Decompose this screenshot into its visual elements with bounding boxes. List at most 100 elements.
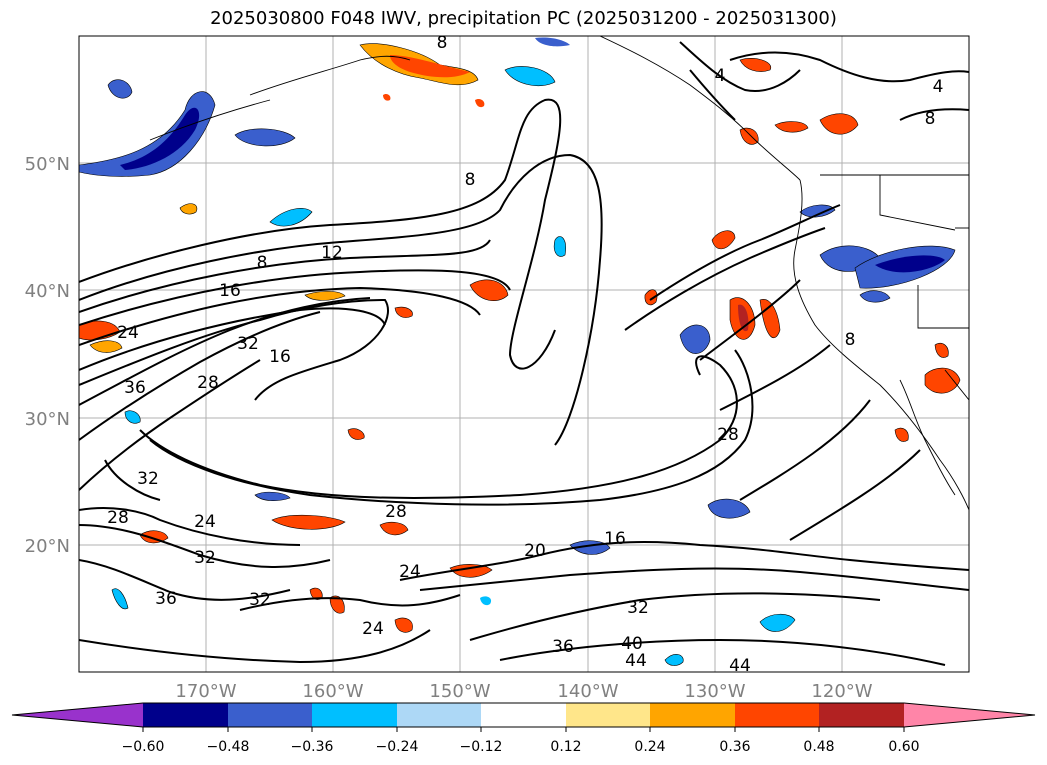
contour-label: 32 [237, 334, 259, 354]
precip-patch-pos [390, 55, 470, 78]
contour-label: 20 [524, 541, 546, 561]
precip-patch-neg [799, 204, 836, 218]
precip-patch-pos [739, 58, 772, 72]
contour-label: 12 [321, 243, 343, 263]
colorbar-segment [566, 703, 650, 727]
precip-patch-pos [89, 340, 123, 353]
contour-label: 44 [625, 651, 647, 671]
precip-patch-pos [394, 617, 413, 633]
colorbar-ticks [142, 727, 905, 732]
colorbar-tick-label: −0.36 [291, 739, 334, 755]
precip-patch-neg [79, 91, 216, 177]
colorbar-tick-label: −0.48 [207, 739, 250, 755]
precip-patch-pos [924, 367, 961, 394]
lat-label: 30°N [25, 409, 70, 430]
contour-label: 16 [604, 529, 626, 549]
contour-label: 4 [933, 77, 944, 97]
contour-label: 24 [194, 512, 216, 532]
contour-label: 36 [155, 589, 177, 609]
colorbar-tick-label: −0.60 [122, 739, 165, 755]
precip-patch-pos [819, 113, 859, 135]
contour-label: 36 [552, 637, 574, 657]
precip-patch-pos [934, 342, 949, 358]
precip-patch-pos [759, 299, 781, 339]
colorbar-extend-low [12, 703, 143, 727]
precip-patch-pos [383, 93, 391, 101]
contour-label: 32 [194, 548, 216, 568]
contour-label: 24 [117, 323, 139, 343]
precip-patch-pos [739, 127, 759, 145]
precip-patch-pos [894, 427, 909, 442]
lon-label: 120°W [811, 681, 872, 702]
colorbar-segment [143, 703, 228, 727]
precip-patch-neg [679, 324, 711, 354]
precip-patch-neg [875, 255, 945, 273]
iwv-contour-labels: 8 4 4 8 8 12 8 16 24 32 16 36 28 32 28 2… [107, 33, 943, 676]
colorbar-segment [735, 703, 819, 727]
lat-label: 50°N [25, 154, 70, 175]
contour-label: 8 [465, 170, 476, 190]
lat-label: 20°N [25, 536, 70, 557]
precip-patch-pos [271, 514, 346, 530]
precip-patch-pos [329, 595, 345, 614]
lat-label: 40°N [25, 281, 70, 302]
lon-label: 160°W [302, 681, 363, 702]
lon-label: 140°W [557, 681, 618, 702]
contour-label: 40 [621, 634, 643, 654]
plot-frame [78, 35, 970, 673]
lon-label: 130°W [684, 681, 745, 702]
precip-patch-neg [124, 410, 141, 424]
precip-patch-pos [347, 428, 365, 440]
precip-patch-neg [535, 37, 570, 47]
colorbar-tick-label: −0.12 [460, 739, 503, 755]
contour-label: 32 [249, 590, 271, 610]
precip-patch-pos [644, 289, 658, 306]
precip-patch-pos [475, 98, 485, 108]
colorbar-segment [397, 703, 481, 727]
precip-patch-neg [759, 613, 796, 632]
precip-patch-neg [504, 66, 556, 86]
colorbar-tick-label: 0.12 [550, 739, 581, 755]
contour-label: 44 [729, 656, 751, 676]
contour-label: 24 [399, 562, 421, 582]
map-title: 2025030800 F048 IWV, precipitation PC (2… [210, 8, 837, 29]
colorbar-segment [312, 703, 397, 727]
contour-label: 32 [137, 469, 159, 489]
precip-patch-neg [269, 208, 313, 227]
latitude-labels: 50°N 40°N 30°N 20°N [25, 154, 70, 557]
iwv-contours [79, 41, 969, 666]
colorbar-tick-label: 0.48 [803, 739, 834, 755]
contour-label: 8 [257, 253, 268, 273]
precip-patch-pos [774, 121, 809, 133]
plot-area [79, 36, 969, 672]
contour-label: 32 [627, 598, 649, 618]
contour-label: 28 [717, 425, 739, 445]
coastlines [149, 36, 969, 511]
lon-label: 170°W [175, 681, 236, 702]
colorbar-segment [481, 703, 566, 727]
contour-label: 8 [845, 330, 856, 350]
colorbar-segment [819, 703, 904, 727]
colorbar-segment [228, 703, 312, 727]
colorbar-tick-label: 0.60 [888, 739, 919, 755]
contour-label: 16 [219, 281, 241, 301]
precip-patch-neg [111, 588, 129, 610]
contour-label: 28 [385, 502, 407, 522]
precip-patch-neg [234, 128, 296, 147]
colorbar-tick-label: 0.24 [634, 739, 665, 755]
colorbar: −0.60 −0.48 −0.36 −0.24 −0.12 0.12 0.24 … [11, 702, 1036, 755]
contour-label: 24 [362, 619, 384, 639]
precip-patch-pos [711, 230, 736, 250]
contour-label: 28 [197, 373, 219, 393]
precip-patch-neg [480, 596, 492, 606]
precip-patch-pos [139, 530, 169, 544]
lon-label: 150°W [429, 681, 490, 702]
precip-patch-pos [179, 203, 198, 215]
colorbar-segment [650, 703, 735, 727]
precip-patch-neg [707, 498, 751, 519]
contour-label: 28 [107, 508, 129, 528]
precip-patch-pos [379, 521, 409, 536]
contour-label: 4 [715, 66, 726, 86]
precip-patch-pos [469, 279, 509, 302]
